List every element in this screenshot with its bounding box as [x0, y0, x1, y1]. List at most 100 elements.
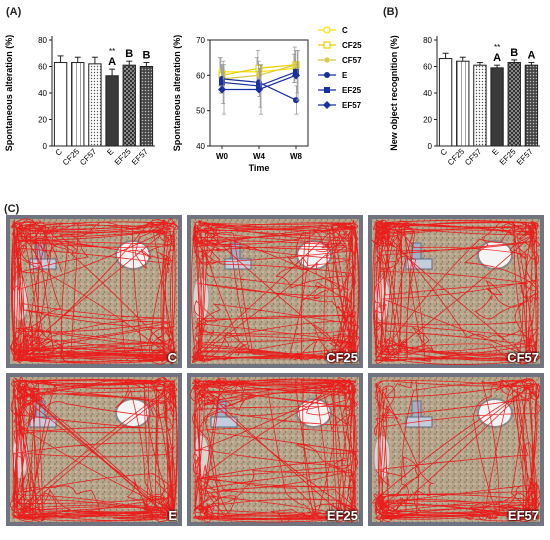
bar-EF57 [524, 64, 539, 147]
spontaneous-alteration-bar-chart: Spontaneous alteration (%) 0 20 40 60 80 CCF25… [4, 35, 155, 168]
arena-image [187, 215, 363, 368]
y-tick-label: 80 [423, 36, 432, 45]
y-axis-label: Spontaneous alteration (%) [4, 35, 14, 152]
data-point [219, 79, 225, 86]
x-tick-label: EF25 [498, 147, 518, 167]
arena-image [368, 373, 544, 526]
y-axis-label: New object recognition (%) [389, 35, 399, 151]
bar-CF57 [88, 63, 102, 147]
arena-image [368, 215, 544, 368]
x-tick-label: EF57 [515, 147, 535, 167]
x-tick-label: E [490, 147, 500, 157]
legend-label: EF57 [342, 101, 362, 110]
track-photo: C [6, 215, 182, 368]
y-tick-label: 40 [196, 142, 205, 151]
track-photo-label: C [167, 350, 177, 365]
movement-track [371, 219, 541, 365]
new-object-recognition-bar-chart: New object recognition (%) 0 20 40 60 80 CCF25… [389, 35, 540, 168]
x-tick-label: CF25 [446, 147, 467, 168]
arena-image [6, 215, 182, 368]
track-photo-label: E [168, 508, 177, 523]
panel-label-c: (C) [4, 203, 20, 215]
x-tick-label: CF57 [78, 147, 99, 168]
significance-label: ** [109, 47, 115, 56]
legend-label: CF25 [342, 41, 362, 50]
data-point [324, 87, 330, 93]
x-tick-label: EF25 [113, 147, 133, 167]
y-tick-label: 60 [196, 71, 205, 80]
legend-entry-EF25: EF25 [318, 86, 362, 95]
data-point [218, 85, 226, 94]
movement-track [372, 378, 541, 522]
bar-E [490, 67, 504, 147]
bar-C [53, 62, 68, 147]
track-photo-label: EF57 [507, 508, 539, 523]
legend-entry-E: E [318, 71, 348, 80]
block-object-base [210, 416, 238, 428]
legend-entry-CF57: CF57 [318, 56, 362, 65]
y-tick-label: 70 [196, 36, 205, 45]
y-tick-label: 0 [428, 142, 433, 151]
significance-label: A [493, 52, 501, 64]
y-tick-label: 0 [43, 142, 48, 151]
panel-label-b: (B) [383, 6, 399, 18]
significance-label: B [510, 47, 518, 59]
panel-label-a: (A) [6, 6, 22, 18]
data-point [323, 101, 331, 109]
significance-label: B [125, 48, 133, 60]
spontaneous-alteration-line-chart: Spontaneous alteration (%) 40 50 60 70 W0 W4 W8… [172, 26, 362, 173]
legend-label: EF25 [342, 86, 362, 95]
movement-track [190, 219, 360, 364]
y-tick-label: 60 [423, 63, 432, 72]
x-tick-label: W8 [290, 152, 303, 161]
round-object [477, 240, 513, 270]
track-photo: EF25 [187, 373, 363, 526]
legend-entry-CF25: CF25 [318, 41, 362, 50]
bar-EF57 [139, 66, 154, 147]
series-EF57 [218, 50, 300, 115]
x-tick-label: CF25 [61, 147, 82, 168]
x-tick-label: C [439, 147, 450, 158]
x-tick-label: CF57 [463, 147, 484, 168]
y-tick-label: 20 [423, 116, 432, 125]
significance-label: A [108, 56, 116, 68]
arena-image [6, 373, 182, 526]
y-tick-label: 40 [38, 89, 47, 98]
track-photo: CF57 [368, 215, 544, 368]
x-tick-label: EF57 [130, 147, 150, 167]
x-axis-label: Time [249, 163, 270, 173]
legend-label: E [342, 71, 348, 80]
y-tick-label: 80 [38, 36, 47, 45]
bar-CF25 [456, 60, 470, 147]
y-tick-label: 50 [196, 107, 205, 116]
y-axis-label: Spontaneous alteration (%) [172, 35, 182, 152]
track-photo-label: CF25 [326, 350, 358, 365]
track-photo-label: CF57 [507, 350, 539, 365]
significance-label: ** [494, 43, 500, 52]
legend-label: CF57 [342, 56, 362, 65]
bar-EF25 [122, 64, 136, 147]
data-point [255, 85, 263, 94]
data-point [324, 72, 330, 78]
track-photo: E [6, 373, 182, 526]
movement-track [9, 376, 178, 523]
x-tick-label: W0 [216, 152, 229, 161]
significance-label: A [527, 50, 535, 62]
bar-CF25 [71, 62, 85, 147]
data-point [323, 26, 331, 34]
x-tick-label: C [54, 147, 65, 158]
data-point [292, 71, 300, 80]
bar-E [105, 75, 119, 147]
data-point [323, 41, 331, 49]
bar-C [438, 58, 453, 147]
track-photo: CF25 [187, 215, 363, 368]
legend-entry-EF57: EF57 [318, 101, 362, 110]
arena-image [187, 373, 363, 526]
x-tick-label: E [105, 147, 115, 157]
legend-entry-C: C [318, 26, 348, 35]
track-photo-label: EF25 [326, 508, 358, 523]
y-tick-label: 60 [38, 63, 47, 72]
y-tick-label: 20 [38, 116, 47, 125]
movement-track [10, 218, 179, 365]
x-tick-label: W4 [253, 152, 266, 161]
